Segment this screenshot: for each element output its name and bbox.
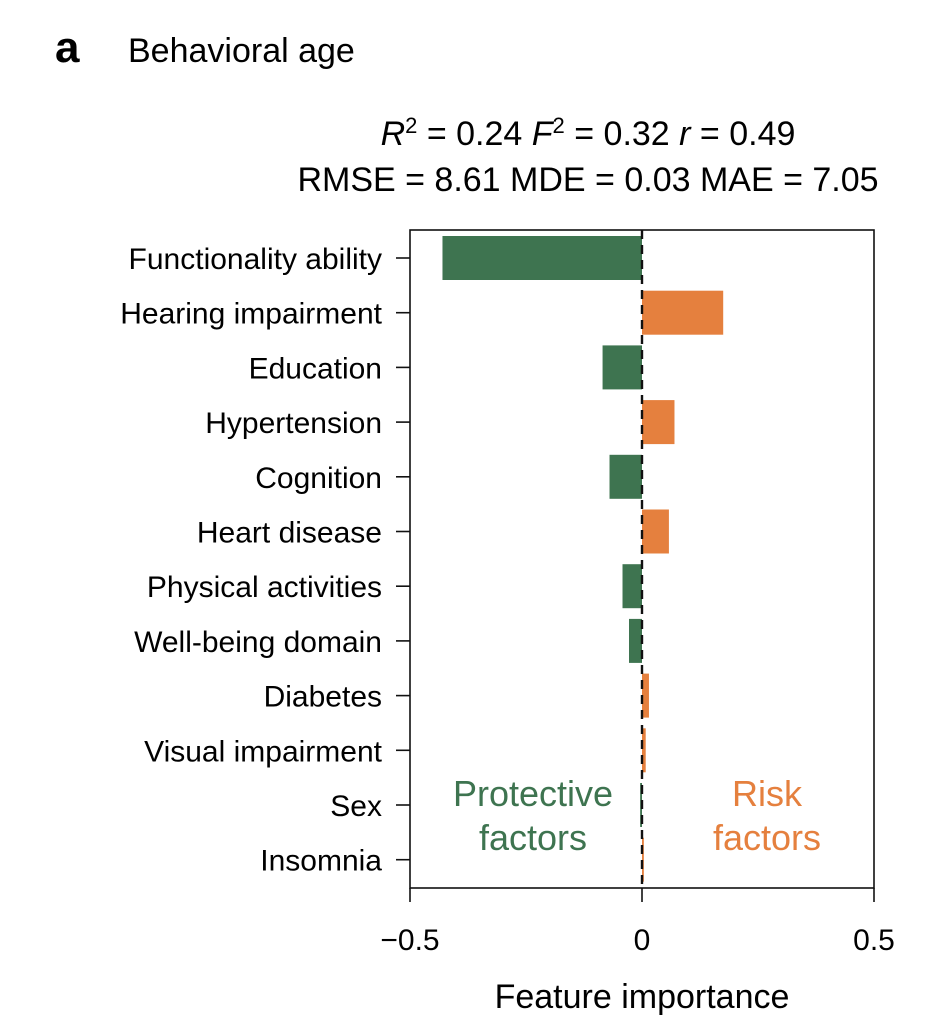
stat-name-0: R <box>381 115 406 153</box>
stat-name-2: r <box>670 115 692 153</box>
bar-8 <box>642 673 649 718</box>
y-label-0: Functionality ability <box>129 243 382 276</box>
y-label-2: Education <box>249 352 382 385</box>
panel-title: Behavioral age <box>128 32 355 70</box>
bar-1 <box>642 290 724 335</box>
stat-value-2: = 0.49 <box>690 115 795 153</box>
y-label-8: Diabetes <box>264 681 382 714</box>
bar-0 <box>442 236 642 280</box>
bar-9 <box>642 728 646 773</box>
stat-value-1: = 0.32 <box>565 115 670 153</box>
x-axis-label: Feature importance <box>495 978 790 1016</box>
protective-factors-label-line-1: factors <box>479 817 587 858</box>
x-tick-label-1: 0 <box>634 924 651 957</box>
y-label-9: Visual impairment <box>144 735 383 768</box>
stat-sup-1: 2 <box>553 113 565 138</box>
stats-line-1: R2 = 0.24 F2 = 0.32 r = 0.49 <box>381 113 796 154</box>
bar-11 <box>642 837 644 882</box>
bar-2 <box>602 345 642 390</box>
y-label-7: Well-being domain <box>134 626 382 659</box>
risk-factors-label-line-1: factors <box>713 817 821 858</box>
bar-4 <box>609 454 642 499</box>
bar-5 <box>642 509 669 554</box>
stat-name-1: F <box>522 115 554 153</box>
stat-sup-0: 2 <box>405 113 417 138</box>
y-label-4: Cognition <box>255 462 382 495</box>
y-label-3: Hypertension <box>205 407 382 440</box>
protective-factors-label-line-0: Protective <box>453 773 613 814</box>
risk-factors-label-line-0: Risk <box>732 773 803 814</box>
bar-6 <box>622 564 642 609</box>
x-tick-label-2: 0.5 <box>853 924 895 957</box>
x-tick-label-0: −0.5 <box>380 924 439 957</box>
stats-line-2: RMSE = 8.61 MDE = 0.03 MAE = 7.05 <box>297 161 878 199</box>
y-label-10: Sex <box>330 790 382 823</box>
panel-letter: a <box>55 23 80 72</box>
y-label-11: Insomnia <box>260 845 382 878</box>
stat-value-0: = 0.24 <box>417 115 522 153</box>
bar-7 <box>629 618 642 663</box>
y-label-5: Heart disease <box>197 517 382 550</box>
y-label-6: Physical activities <box>147 571 382 604</box>
y-label-1: Hearing impairment <box>120 298 382 331</box>
bar-3 <box>642 400 675 445</box>
